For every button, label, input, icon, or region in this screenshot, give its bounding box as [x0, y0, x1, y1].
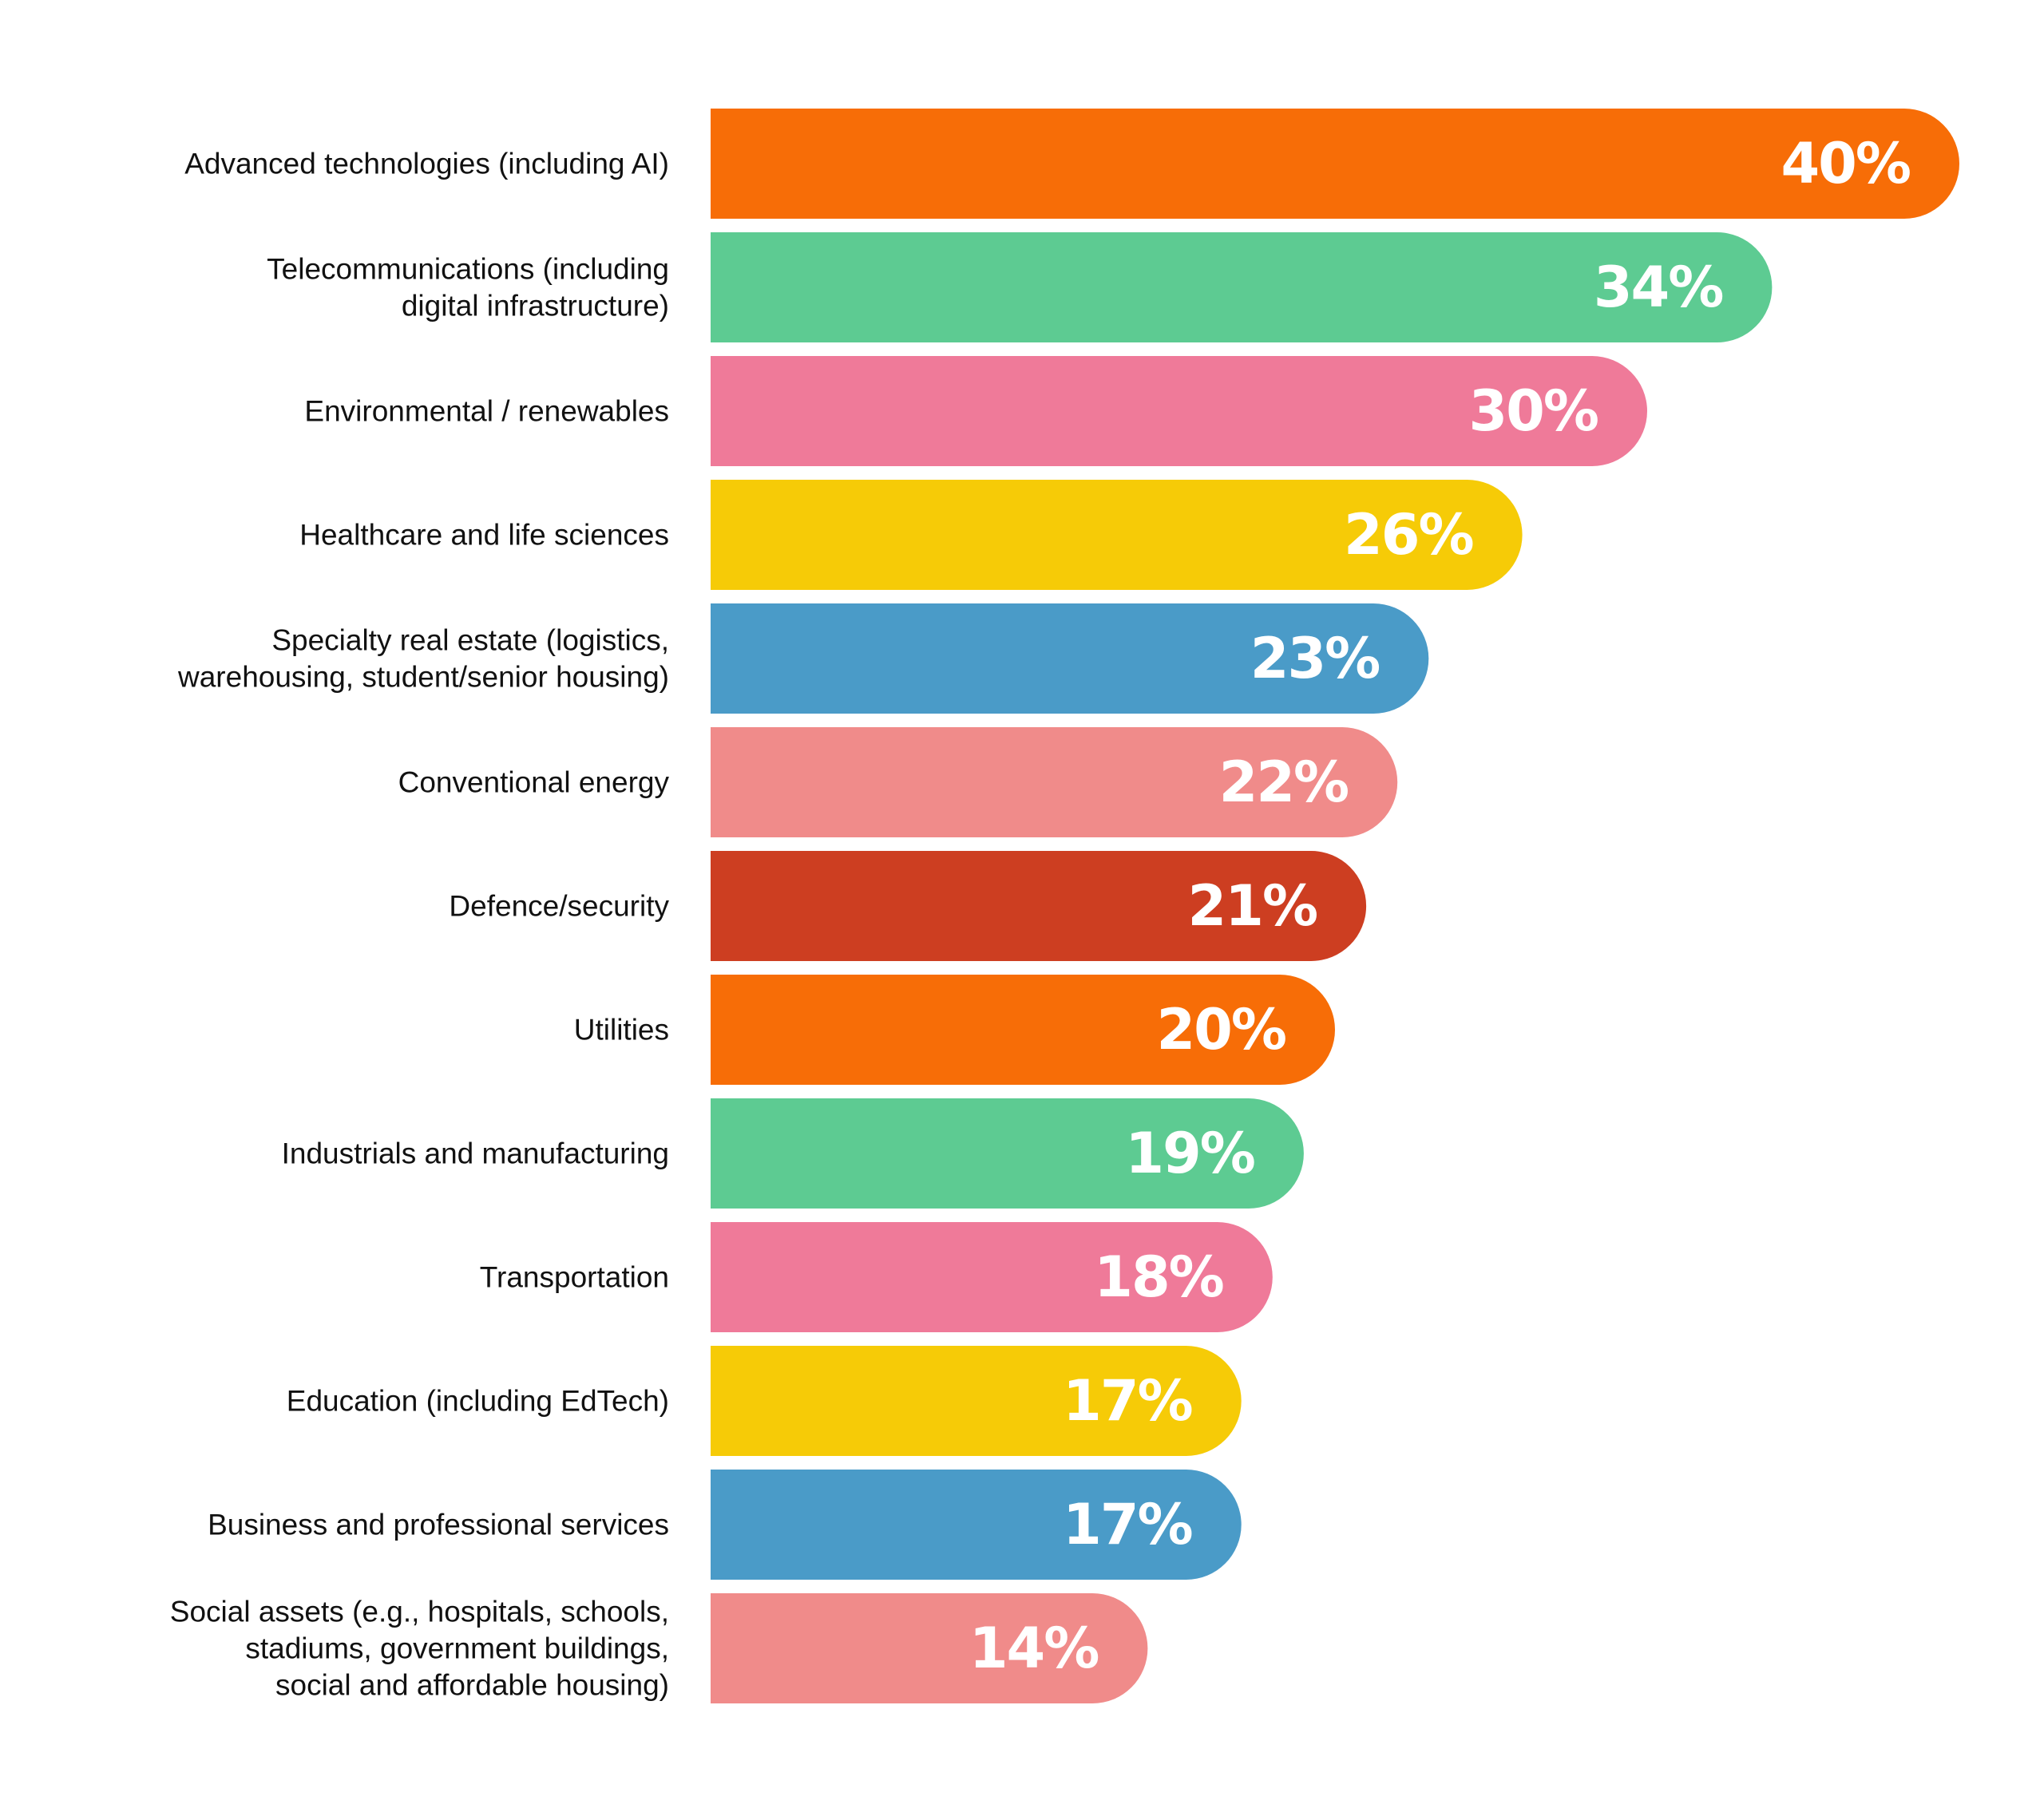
category-label-line: Telecommunications (including [267, 253, 669, 286]
category-label: Healthcare and life sciences [299, 519, 669, 552]
bar-value-label: 23% [1250, 626, 1380, 691]
category-label-line: Utilities [574, 1014, 669, 1046]
bar-value-label: 26% [1344, 502, 1473, 568]
bar [711, 480, 1523, 590]
bar [711, 356, 1647, 466]
bar [711, 232, 1773, 342]
bar [711, 727, 1398, 837]
bar-value-label: 20% [1156, 997, 1285, 1062]
category-label: Advanced technologies (including AI) [184, 148, 669, 180]
category-label: Environmental / renewables [304, 395, 669, 428]
bar-value-label: 17% [1063, 1492, 1192, 1557]
category-labels-group: Advanced technologies (including AI) Tele… [170, 148, 670, 1702]
bar [711, 975, 1335, 1085]
value-labels-group: 40% 34% 30% 26% 23% 22% 21% 20% 19% 18% 17% 17% 14% [969, 131, 1911, 1681]
category-label-line: Industrials and manufacturing [282, 1137, 669, 1170]
category-label-line: social and affordable housing) [275, 1669, 669, 1702]
category-label: Defence/security [449, 890, 669, 923]
bar-value-label: 22% [1219, 750, 1349, 815]
category-label-line: Transportation [480, 1261, 669, 1294]
bar [711, 109, 1959, 219]
bar-value-label: 30% [1468, 378, 1598, 444]
bar-value-label: 21% [1188, 873, 1317, 939]
bar [711, 1593, 1148, 1703]
bar [711, 1222, 1273, 1332]
bar [711, 1098, 1304, 1209]
category-label-line: Specialty real estate (logistics, [271, 624, 669, 657]
category-label-line: warehousing, student/senior housing) [177, 661, 669, 694]
category-label-line: stadiums, government buildings, [245, 1632, 669, 1665]
category-label: Industrials and manufacturing [282, 1137, 669, 1170]
bars-group [711, 109, 1959, 1703]
bar-value-label: 18% [1094, 1244, 1223, 1310]
category-label: Conventional energy [398, 766, 670, 799]
category-label-line: Defence/security [449, 890, 669, 923]
bar [711, 851, 1367, 961]
category-label: Social assets (e.g., hospitals, schools,… [170, 1596, 669, 1702]
category-label: Business and professional services [208, 1509, 669, 1541]
bar [711, 603, 1429, 714]
bar-value-label: 17% [1063, 1368, 1192, 1434]
category-label-line: Advanced technologies (including AI) [184, 148, 669, 180]
bar-value-label: 19% [1125, 1121, 1254, 1186]
bar-value-label: 40% [1781, 131, 1910, 196]
category-label: Telecommunications (including digital inf… [267, 253, 669, 322]
bar-value-label: 14% [969, 1616, 1099, 1681]
category-label-line: Healthcare and life sciences [299, 519, 669, 552]
category-label: Specialty real estate (logistics, warehou… [177, 624, 669, 694]
bar [711, 1470, 1242, 1580]
category-label: Education (including EdTech) [287, 1385, 669, 1418]
category-label-line: Business and professional services [208, 1509, 669, 1541]
category-label-line: Social assets (e.g., hospitals, schools, [170, 1596, 669, 1628]
category-label-line: digital infrastructure) [402, 290, 669, 322]
bar [711, 1346, 1242, 1456]
category-label-line: Conventional energy [398, 766, 670, 799]
category-label-line: Environmental / renewables [304, 395, 669, 428]
category-label: Transportation [480, 1261, 669, 1294]
category-label-line: Education (including EdTech) [287, 1385, 669, 1418]
category-label: Utilities [574, 1014, 669, 1046]
bar-value-label: 34% [1594, 255, 1723, 320]
